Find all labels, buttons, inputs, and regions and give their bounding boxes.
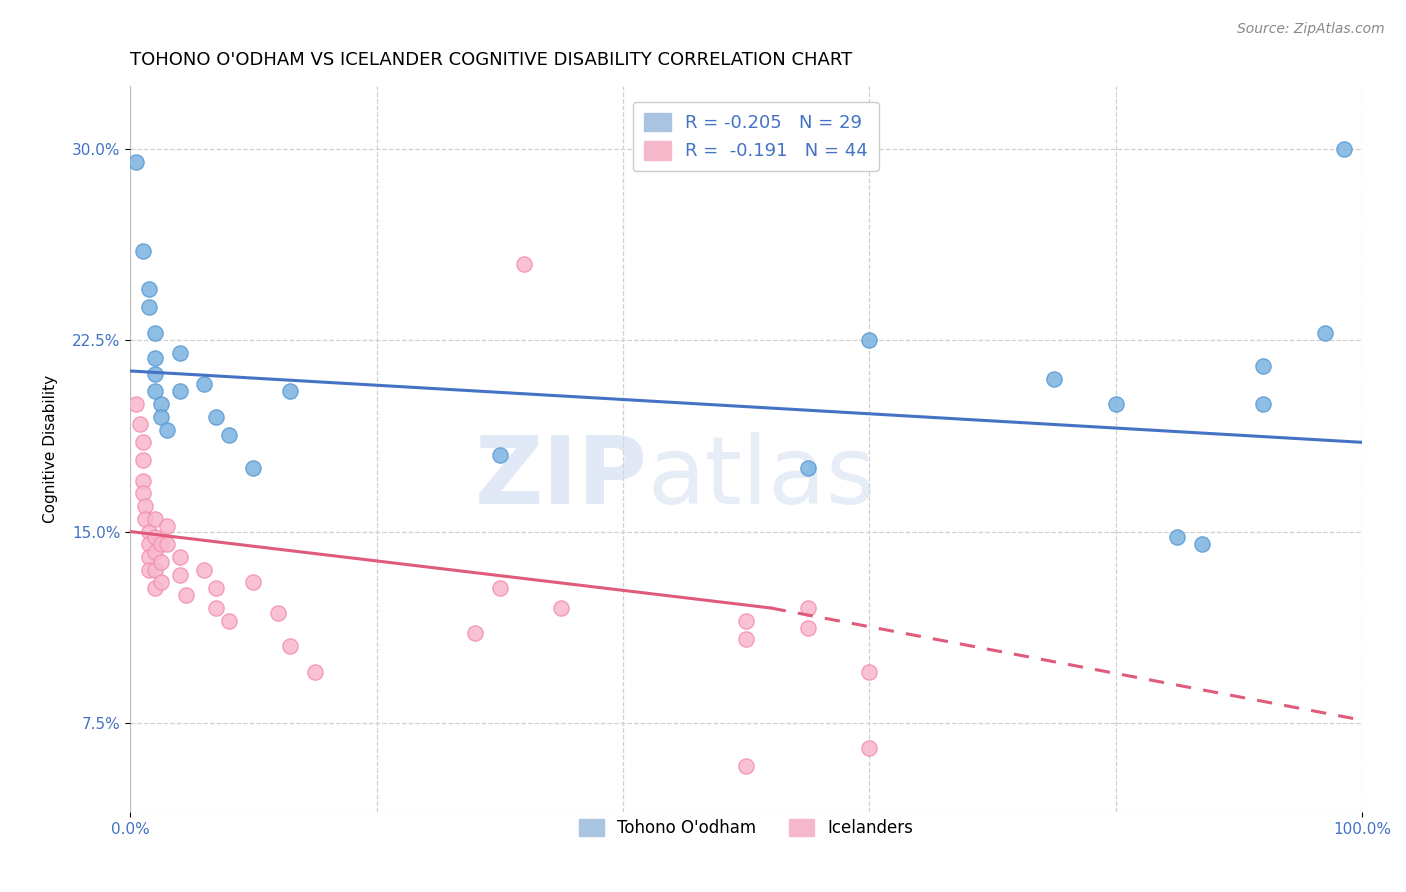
Text: atlas: atlas xyxy=(648,432,876,524)
Point xyxy=(169,384,191,399)
Point xyxy=(218,614,240,628)
Point xyxy=(138,300,160,314)
Point xyxy=(143,351,166,366)
Point xyxy=(125,155,148,169)
Point xyxy=(1043,371,1066,385)
Point xyxy=(735,614,758,628)
Point xyxy=(735,632,758,646)
Point xyxy=(131,244,153,259)
Point xyxy=(169,549,191,564)
Point xyxy=(150,575,173,590)
Point xyxy=(131,474,153,488)
Point xyxy=(150,537,173,551)
Point xyxy=(156,423,179,437)
Point xyxy=(143,512,166,526)
Point xyxy=(1104,397,1126,411)
Point xyxy=(134,512,156,526)
Point xyxy=(169,346,191,360)
Point xyxy=(550,601,572,615)
Y-axis label: Cognitive Disability: Cognitive Disability xyxy=(44,375,58,523)
Point xyxy=(267,606,290,620)
Text: TOHONO O'ODHAM VS ICELANDER COGNITIVE DISABILITY CORRELATION CHART: TOHONO O'ODHAM VS ICELANDER COGNITIVE DI… xyxy=(131,51,852,69)
Point xyxy=(513,257,536,271)
Point xyxy=(280,384,302,399)
Text: Source: ZipAtlas.com: Source: ZipAtlas.com xyxy=(1237,22,1385,37)
Point xyxy=(143,326,166,340)
Text: ZIP: ZIP xyxy=(475,432,648,524)
Point xyxy=(218,427,240,442)
Point xyxy=(242,460,264,475)
Point xyxy=(1333,142,1355,156)
Point xyxy=(134,499,156,513)
Point xyxy=(143,581,166,595)
Point xyxy=(488,581,510,595)
Point xyxy=(125,397,148,411)
Point xyxy=(205,601,228,615)
Point xyxy=(796,621,818,635)
Point xyxy=(138,563,160,577)
Point xyxy=(131,435,153,450)
Point xyxy=(129,417,152,432)
Point xyxy=(1166,530,1188,544)
Point xyxy=(488,448,510,462)
Point xyxy=(174,588,197,602)
Point xyxy=(1253,359,1275,373)
Point xyxy=(1191,537,1213,551)
Point xyxy=(464,626,486,640)
Point xyxy=(735,759,758,773)
Point xyxy=(205,581,228,595)
Point xyxy=(858,741,880,756)
Point xyxy=(858,665,880,679)
Point xyxy=(143,384,166,399)
Point xyxy=(858,334,880,348)
Point xyxy=(131,453,153,467)
Point xyxy=(138,537,160,551)
Point xyxy=(193,376,215,391)
Point xyxy=(150,397,173,411)
Point xyxy=(156,519,179,533)
Point xyxy=(193,563,215,577)
Point xyxy=(143,563,166,577)
Point xyxy=(1313,326,1336,340)
Point xyxy=(131,486,153,500)
Point xyxy=(280,639,302,653)
Point xyxy=(143,367,166,381)
Point xyxy=(169,567,191,582)
Point xyxy=(205,409,228,424)
Point xyxy=(242,575,264,590)
Point xyxy=(138,524,160,539)
Point xyxy=(150,409,173,424)
Point xyxy=(143,530,166,544)
Point xyxy=(796,460,818,475)
Point xyxy=(796,601,818,615)
Point xyxy=(304,665,326,679)
Point xyxy=(156,537,179,551)
Point xyxy=(143,545,166,559)
Legend: Tohono O'odham, Icelanders: Tohono O'odham, Icelanders xyxy=(572,812,921,844)
Point xyxy=(1253,397,1275,411)
Point xyxy=(138,549,160,564)
Point xyxy=(150,555,173,569)
Point xyxy=(138,282,160,296)
